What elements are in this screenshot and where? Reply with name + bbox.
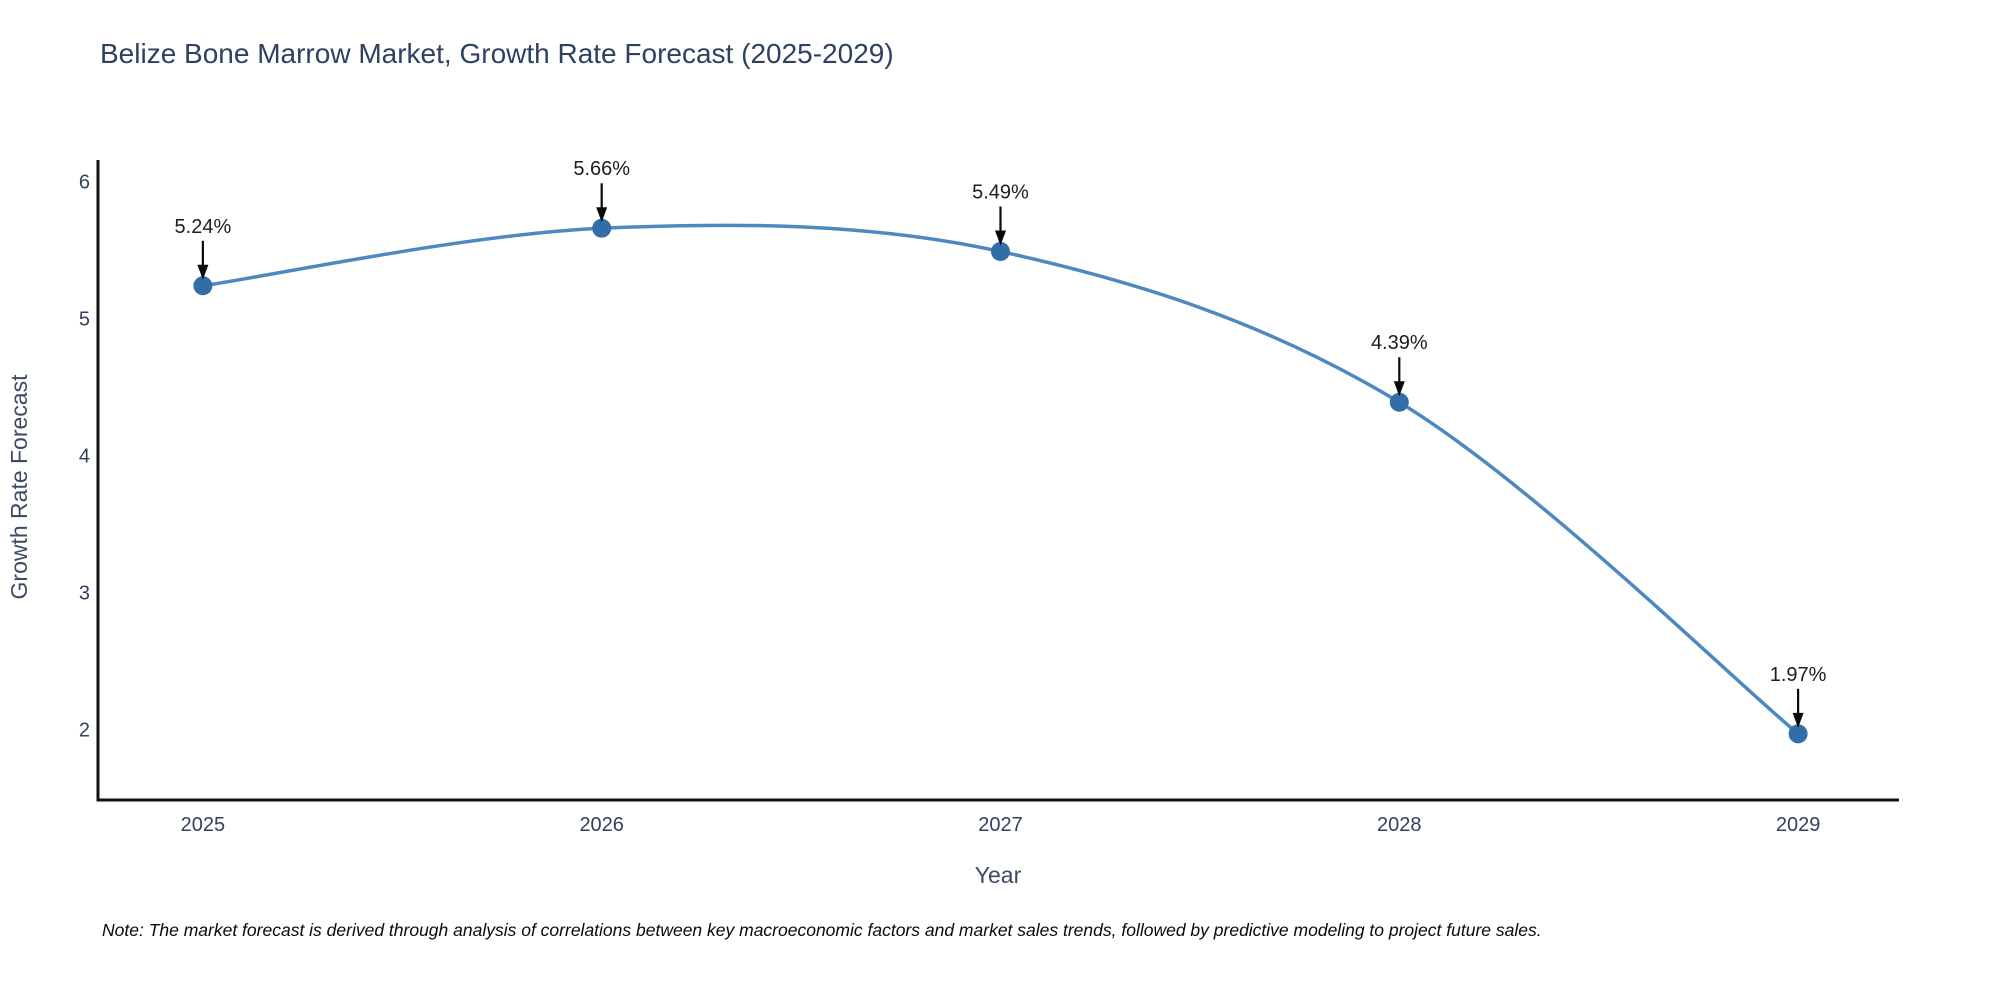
annotation-label-2027: 5.49% [972,182,1029,204]
x-tick-2025: 2025 [181,814,226,836]
y-axis-title: Growth Rate Forecast [6,374,32,600]
axes-layer: 2 3 4 5 6 2025 2026 2027 2028 2029 [79,160,1899,836]
x-axis-title: Year [975,862,1022,888]
annotation-layer: 5.24% 5.66% 5.49% 4.39% 1.97% [175,158,1827,728]
y-tick-6: 6 [79,172,90,194]
annotation-arrowhead-2026 [596,207,608,223]
data-point-2028[interactable] [1389,392,1409,412]
annotation-arrowhead-2027 [994,230,1006,246]
data-point-2029[interactable] [1788,724,1808,744]
series-layer [193,218,1808,744]
data-point-2026[interactable] [592,218,612,238]
annotation-label-2028: 4.39% [1371,332,1428,354]
x-tick-2026: 2026 [579,814,624,836]
y-tick-3: 3 [79,583,90,605]
x-tick-2028: 2028 [1377,814,1422,836]
annotation-arrowhead-2028 [1393,381,1405,397]
annotation-label-2026: 5.66% [573,158,630,180]
y-tick-4: 4 [79,446,90,468]
x-tick-2029: 2029 [1776,814,1821,836]
y-tick-2: 2 [79,720,90,742]
x-tick-2027: 2027 [978,814,1023,836]
annotation-label-2025: 5.24% [175,216,232,238]
axis-lines [96,160,1899,802]
y-tick-5: 5 [79,309,90,331]
chart-title: Belize Bone Marrow Market, Growth Rate F… [100,38,894,69]
footnote: Note: The market forecast is derived thr… [102,920,1542,940]
trend-line [201,223,1800,736]
annotation-arrowhead-2029 [1792,712,1804,728]
annotation-label-2029: 1.97% [1770,664,1827,686]
data-point-2027[interactable] [990,242,1010,262]
data-point-2025[interactable] [193,276,213,296]
annotation-arrowhead-2025 [197,264,209,280]
